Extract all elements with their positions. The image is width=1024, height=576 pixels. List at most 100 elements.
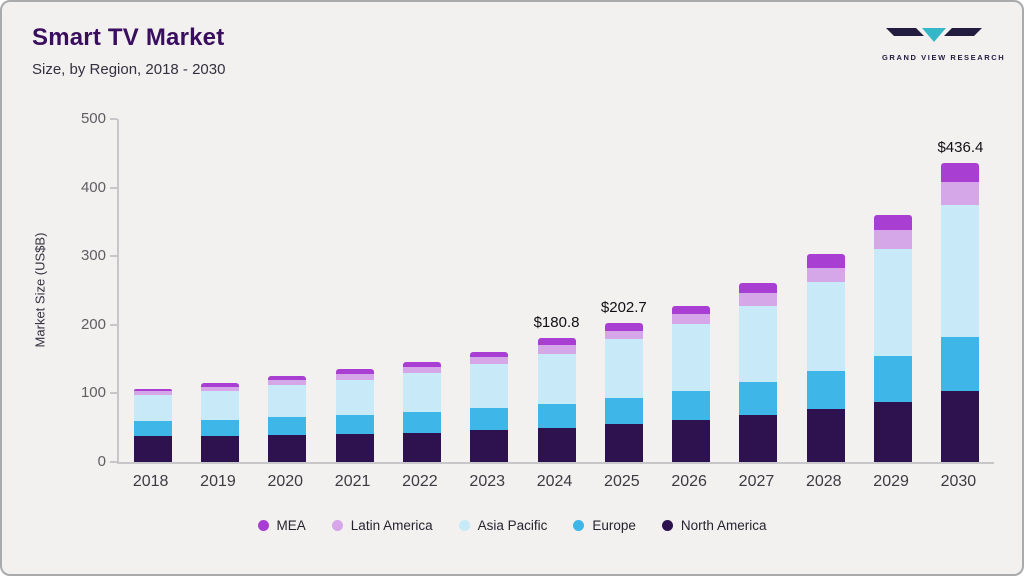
y-tick-mark: [110, 118, 117, 120]
segment-mea: [874, 215, 913, 231]
legend-dot-europe: [573, 520, 585, 531]
segment-europe: [806, 371, 845, 410]
bar-group-2019: [186, 119, 253, 462]
segment-mea: [537, 338, 576, 345]
segment-europe: [133, 420, 172, 436]
segment-north-america: [470, 430, 509, 462]
chart-header: Smart TV Market Size, by Region, 2018 - …: [32, 24, 225, 78]
x-tick-label-2023: 2023: [469, 473, 506, 490]
y-axis-title: Market Size (US$B): [32, 232, 48, 348]
logo-text: GRAND VIEW RESEARCH: [882, 53, 1006, 62]
segment-north-america: [806, 409, 845, 462]
y-tick-mark: [110, 255, 117, 258]
legend-item-latin-america: Latin America: [331, 518, 433, 533]
segment-north-america: [133, 435, 172, 462]
bar-group-2022: [388, 119, 455, 462]
bar-group-2023: [456, 119, 523, 462]
stacked-bar-2028: [806, 254, 845, 462]
segment-europe: [874, 356, 913, 402]
segment-latin-america: [200, 386, 239, 391]
segment-mea: [739, 282, 778, 294]
bar-value-label-2030: $436.4: [937, 138, 984, 156]
legend-label-asia-pacific: Asia Pacific: [477, 518, 548, 533]
segment-latin-america: [335, 374, 374, 380]
x-tick-label-2024: 2024: [536, 473, 573, 490]
y-tick-mark: [110, 323, 117, 326]
segment-europe: [739, 382, 778, 416]
plot-area: $180.8 $202.7 $436.4: [110, 118, 994, 464]
segment-mea: [470, 351, 509, 358]
segment-latin-america: [874, 230, 913, 250]
segment-europe: [470, 407, 509, 431]
y-tick-mark: [110, 461, 117, 463]
legend-dot-mea: [257, 520, 269, 531]
x-tick-label-2028: 2028: [805, 473, 842, 490]
legend-label-latin-america: Latin America: [350, 518, 433, 533]
segment-europe: [268, 417, 307, 435]
gvr-logo-mark: [886, 28, 982, 42]
bar-group-2030: $436.4: [927, 119, 994, 462]
stacked-bar-2020: [268, 376, 307, 462]
stacked-bar-2024: [537, 338, 576, 462]
segment-mea: [200, 383, 239, 387]
x-tick-label-2022: 2022: [402, 473, 438, 490]
stacked-bar-2027: [739, 282, 778, 462]
legend-item-asia-pacific: Asia Pacific: [458, 518, 548, 533]
x-axis: 2018 2019 2020 2021 2022 2023 2024 2025 2026 2027…: [117, 473, 992, 491]
segment-asia-pacific: [268, 385, 307, 418]
stacked-bar-2023: [470, 351, 509, 462]
stacked-bar-2021: [335, 369, 374, 462]
legend-dot-latin-america: [331, 520, 343, 531]
segment-asia-pacific: [874, 249, 913, 357]
segment-mea: [672, 305, 711, 314]
segment-latin-america: [268, 380, 307, 386]
y-tick-label: 0: [97, 453, 106, 470]
segment-north-america: [941, 391, 980, 462]
segment-north-america: [672, 420, 711, 462]
legend-label-north-america: North America: [680, 518, 767, 533]
y-tick-label: 500: [80, 110, 106, 127]
y-tick-label: 100: [80, 384, 106, 402]
segment-latin-america: [402, 366, 441, 373]
bar-group-2018: [119, 119, 186, 462]
segment-latin-america: [604, 330, 643, 340]
segment-mea: [941, 162, 980, 183]
legend-dot-north-america: [661, 520, 673, 531]
segment-asia-pacific: [672, 324, 711, 391]
segment-europe: [672, 390, 711, 421]
legend-dot-asia-pacific: [458, 520, 470, 531]
segment-mea: [335, 369, 374, 375]
segment-europe: [335, 415, 374, 434]
bar-value-label-2025: $202.7: [600, 299, 647, 316]
x-tick-label-2020: 2020: [267, 473, 304, 490]
bar-group-2025: $202.7: [590, 119, 657, 462]
legend-item-north-america: North America: [661, 518, 767, 533]
segment-latin-america: [941, 182, 980, 205]
bar-group-2021: [321, 119, 388, 462]
segment-asia-pacific: [133, 394, 172, 421]
bar-group-2026: [658, 119, 725, 462]
stacked-bar-2029: [874, 215, 913, 462]
segment-latin-america: [806, 267, 845, 283]
segment-north-america: [200, 435, 239, 462]
segment-asia-pacific: [335, 379, 374, 416]
segment-asia-pacific: [537, 353, 576, 404]
y-tick-label: 200: [80, 315, 106, 333]
grand-view-research-logo: GRAND VIEW RESEARCH: [882, 26, 1006, 62]
segment-latin-america: [470, 357, 509, 364]
bar-group-2028: [792, 119, 859, 462]
chart-subtitle: Size, by Region, 2018 - 2030: [32, 61, 226, 78]
segment-north-america: [402, 432, 441, 462]
y-axis: 0 100 200 300 400 500: [60, 110, 106, 470]
y-tick-label: 400: [80, 178, 106, 196]
segment-europe: [200, 420, 239, 436]
segment-europe: [402, 411, 441, 433]
y-tick-label: 300: [80, 247, 106, 265]
bar-group-2020: [254, 119, 321, 462]
segment-latin-america: [537, 344, 576, 354]
x-tick-label-2030: 2030: [940, 473, 977, 490]
segment-latin-america: [672, 313, 711, 325]
stacked-bar-2026: [672, 305, 711, 462]
legend-label-europe: Europe: [592, 518, 636, 533]
